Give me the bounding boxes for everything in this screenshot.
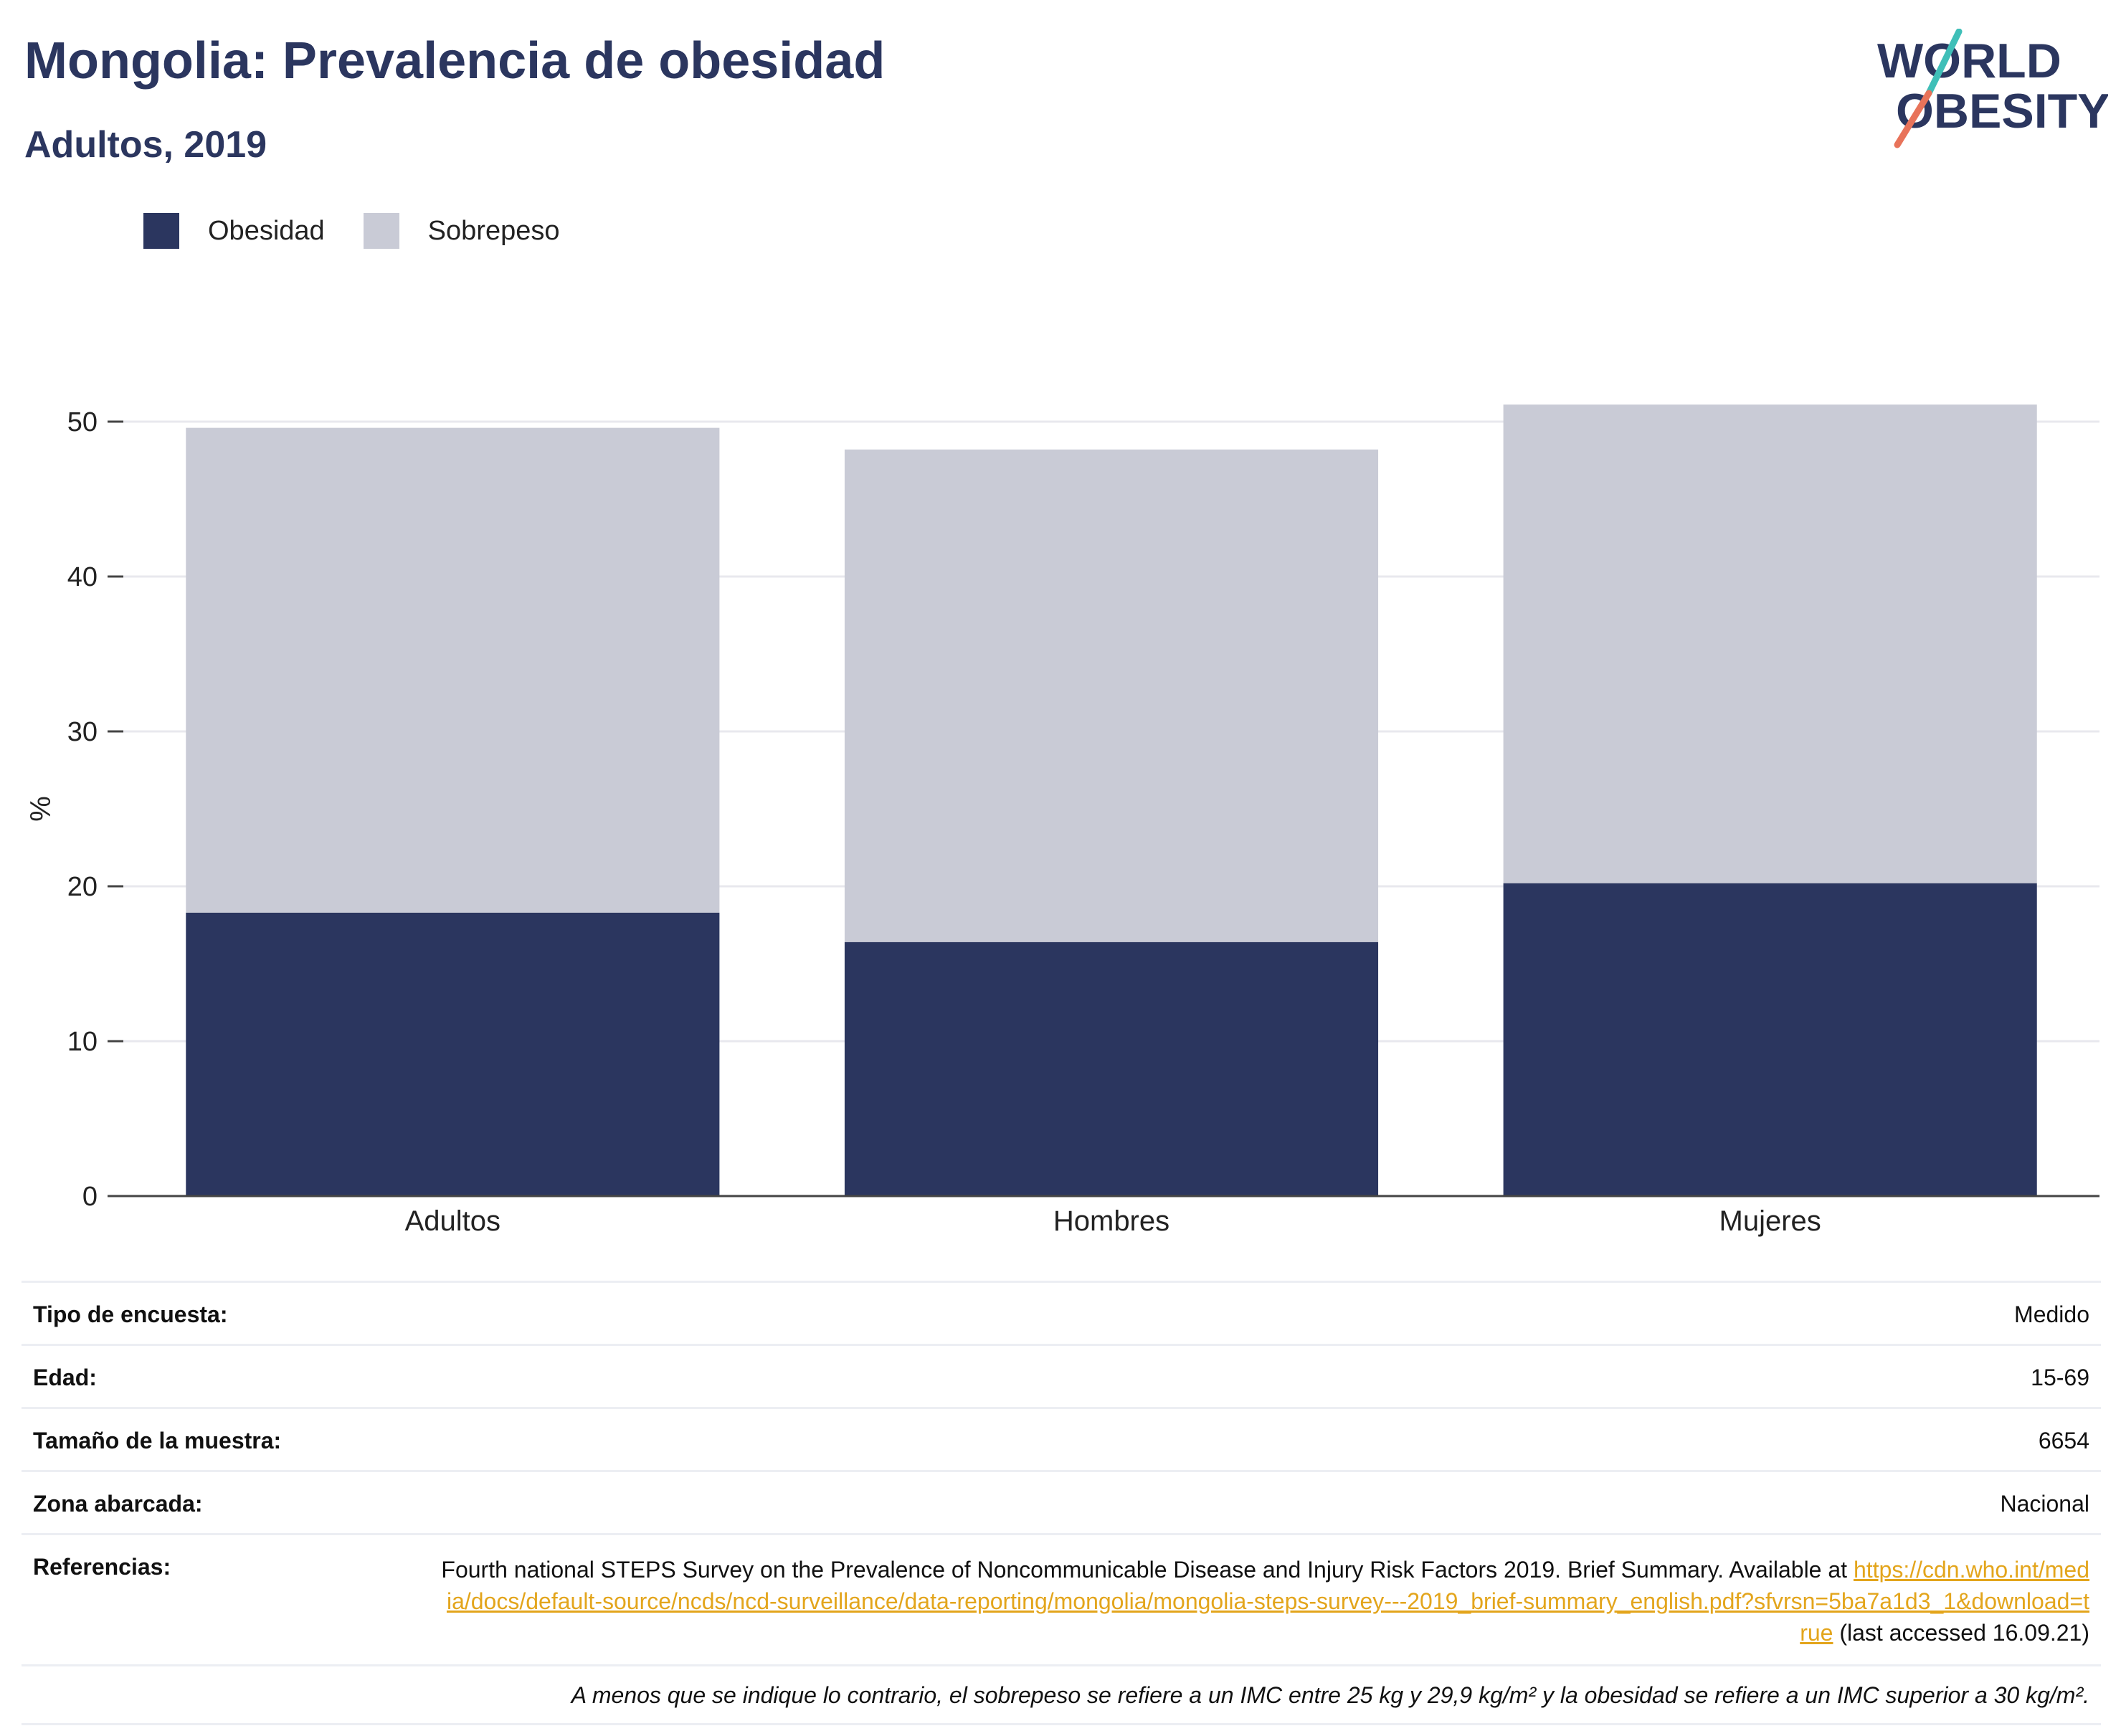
- info-key: Tipo de encuesta:: [33, 1301, 228, 1327]
- y-tick-label: 10: [67, 1027, 98, 1057]
- references-link[interactable]: https://cdn.who.int/media/docs/default-s…: [446, 1557, 2089, 1646]
- bar-obesidad-mujeres: [1503, 883, 2037, 1196]
- info-value: Medido: [2014, 1301, 2089, 1327]
- legend-swatch-obesidad: [143, 213, 179, 249]
- references-text: Fourth national STEPS Survey on the Prev…: [440, 1554, 2089, 1649]
- x-tick-label: Mujeres: [1719, 1205, 1821, 1237]
- info-row-area: Zona abarcada: Nacional: [22, 1470, 2101, 1533]
- legend-label-sobrepeso: Sobrepeso: [427, 215, 560, 246]
- bar-obesidad-hombres: [844, 941, 1379, 1196]
- y-axis-label: %: [25, 796, 57, 822]
- page-title: Mongolia: Prevalencia de obesidad: [24, 32, 886, 90]
- y-tick-label: 20: [67, 872, 98, 902]
- logo-slash-top: [1925, 29, 1963, 97]
- legend-label-obesidad: Obesidad: [208, 215, 325, 246]
- info-row-references: Referencias: Fourth national STEPS Surve…: [22, 1533, 2101, 1664]
- info-value: 6654: [2038, 1428, 2089, 1453]
- x-tick-label: Adultos: [405, 1205, 500, 1237]
- legend-item-sobrepeso[interactable]: Sobrepeso: [363, 213, 560, 249]
- logo-line-1: WORLD: [1877, 34, 2061, 88]
- bar-sobrepeso-adultos: [186, 427, 720, 913]
- info-value: Nacional: [2000, 1491, 2089, 1517]
- info-row-age: Edad: 15-69: [22, 1344, 2101, 1407]
- stacked-bar-chart: 0 10 20 30 40 50% Adultos Hombres Mujeres: [25, 404, 2099, 1237]
- world-obesity-logo: WORLD OBESITY: [1877, 29, 2108, 148]
- survey-info-table: Tipo de encuesta: Medido Edad: 15-69 Tam…: [22, 1281, 2101, 1725]
- info-row-survey-type: Tipo de encuesta: Medido: [22, 1281, 2101, 1344]
- info-row-sample-size: Tamaño de la muestra: 6654: [22, 1407, 2101, 1470]
- legend-item-obesidad[interactable]: Obesidad: [143, 213, 325, 249]
- references-text-after: (last accessed 16.09.21): [1833, 1620, 2089, 1646]
- footnote: A menos que se indique lo contrario, el …: [571, 1682, 2089, 1708]
- logo-slash-bottom: [1894, 90, 1932, 148]
- info-key: Zona abarcada:: [33, 1491, 203, 1517]
- bar-obesidad-adultos: [186, 912, 720, 1196]
- x-tick-label: Hombres: [1053, 1205, 1169, 1237]
- info-key: Edad:: [33, 1365, 97, 1390]
- info-value: 15-69: [2031, 1365, 2089, 1390]
- y-tick-label: 50: [67, 407, 98, 437]
- y-tick-label: 0: [82, 1182, 98, 1212]
- y-tick-label: 30: [67, 717, 98, 747]
- bar-sobrepeso-mujeres: [1503, 404, 2037, 883]
- info-key: Tamaño de la muestra:: [33, 1428, 282, 1453]
- bar-sobrepeso-hombres: [844, 449, 1379, 942]
- info-key: Referencias:: [33, 1554, 171, 1580]
- references-text-before: Fourth national STEPS Survey on the Prev…: [441, 1557, 1854, 1583]
- page-subtitle: Adultos, 2019: [24, 124, 267, 166]
- footnote-row: A menos que se indique lo contrario, el …: [22, 1664, 2101, 1725]
- legend-swatch-sobrepeso: [363, 213, 399, 249]
- y-tick-label: 40: [67, 562, 98, 592]
- chart-legend: Obesidad Sobrepeso: [143, 212, 598, 250]
